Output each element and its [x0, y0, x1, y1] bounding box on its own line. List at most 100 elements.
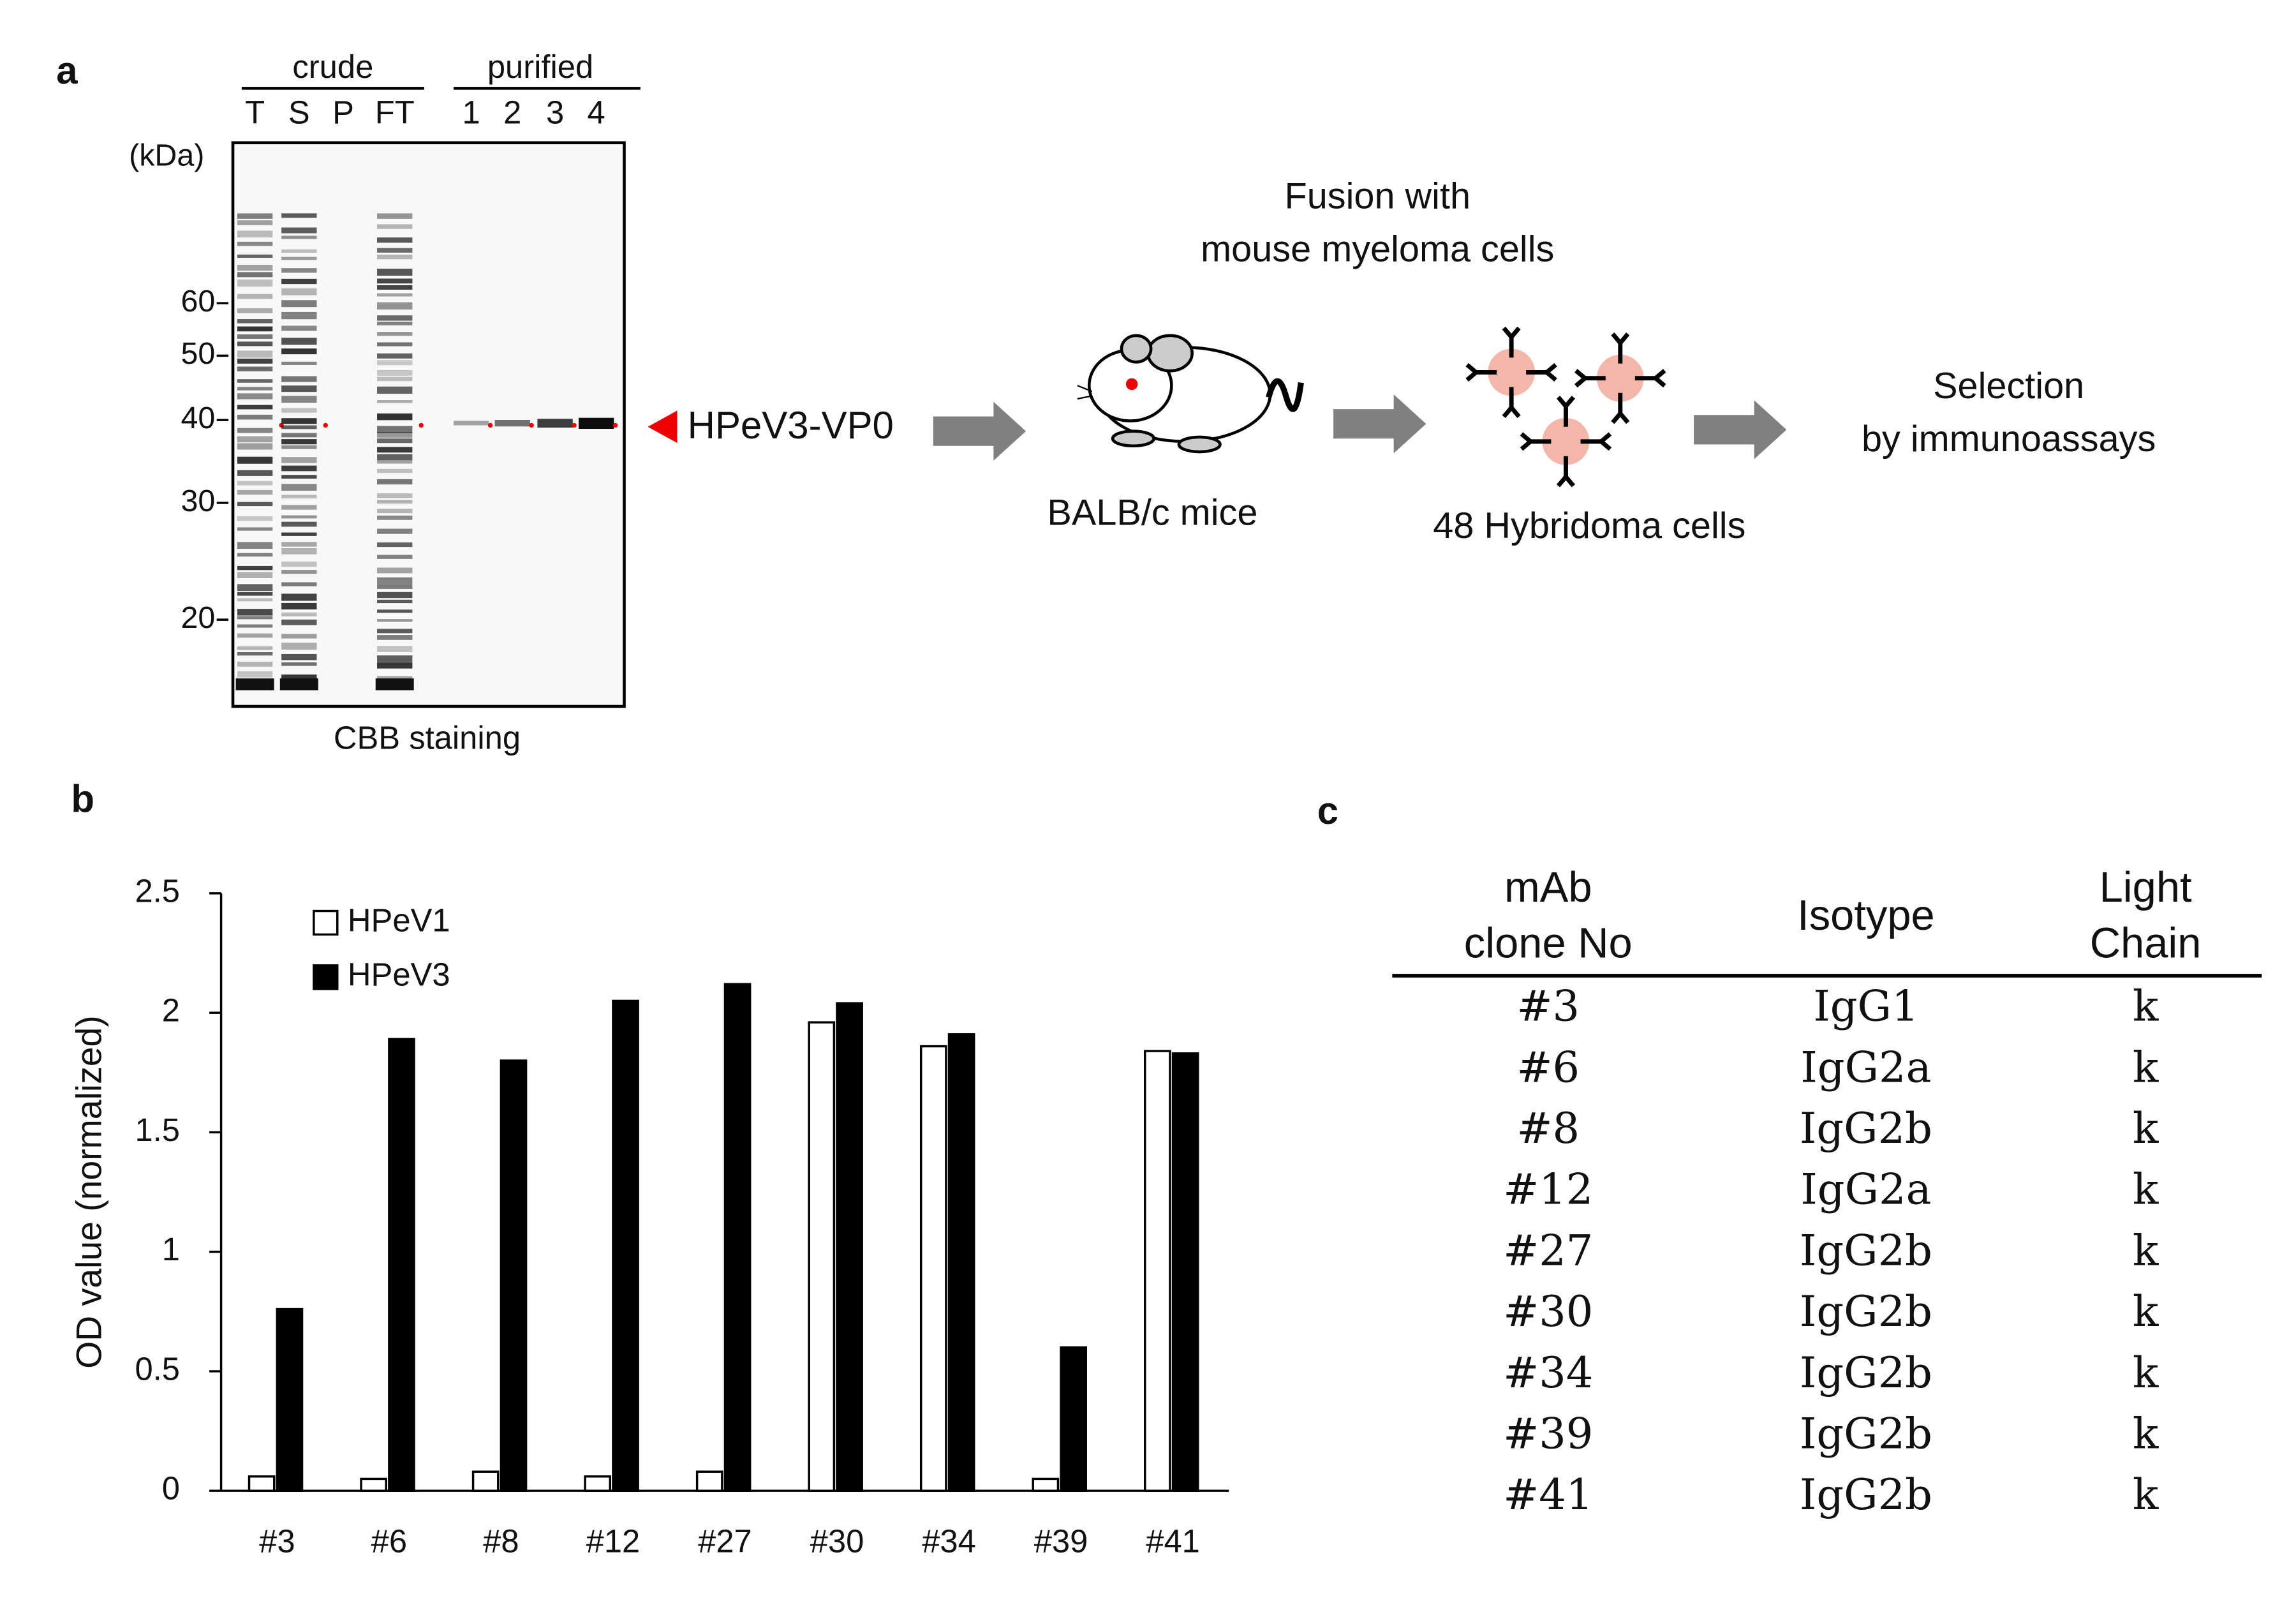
gel-band [237, 319, 273, 324]
gel-band [237, 414, 273, 420]
table-cell: IgG2b [1800, 1470, 1932, 1519]
gel-band [377, 432, 413, 438]
table-cell: IgG2b [1800, 1103, 1932, 1153]
bar [1144, 1050, 1171, 1492]
bar [1060, 1346, 1087, 1492]
gel-band [237, 516, 273, 521]
gel-band [281, 439, 317, 445]
flow-label: Fusion with [1285, 176, 1471, 217]
gel-band [377, 255, 413, 260]
y-tick-label: 1.5 [135, 1112, 180, 1148]
bar [388, 1038, 415, 1492]
gel-band [377, 454, 413, 461]
table-cell: k [2133, 1348, 2159, 1398]
gel-band [377, 360, 413, 366]
gel-band [237, 436, 273, 443]
bar [612, 999, 639, 1492]
antibody [1564, 396, 1575, 408]
gel-band [281, 484, 317, 491]
flow-label: by immunoassays [1862, 419, 2156, 459]
gel-band [237, 405, 273, 410]
gel-band [237, 584, 273, 591]
bar [360, 1477, 387, 1492]
gel-band [237, 646, 273, 650]
gel-band [377, 369, 413, 376]
antibody [1574, 369, 1587, 380]
table-header: mAb [1504, 863, 1592, 911]
gel-band [281, 612, 317, 616]
lane-label: FT [375, 94, 415, 130]
gel-band [377, 353, 413, 359]
gel-band [281, 338, 317, 345]
gel-band [281, 521, 317, 527]
gel-band [377, 592, 413, 599]
legend-label: HPeV3 [348, 957, 450, 993]
gel-band [235, 678, 274, 690]
table-header: clone No [1464, 920, 1633, 967]
gel-band [377, 599, 413, 604]
gel-band [578, 417, 614, 429]
gel-band [281, 385, 317, 392]
table-cell: k [2133, 1103, 2159, 1153]
gel-band [281, 495, 317, 499]
bar [500, 1059, 528, 1492]
bar [808, 1021, 836, 1492]
y-axis-title: OD value (normalized) [69, 1015, 108, 1368]
gel-band [377, 468, 413, 473]
bar [723, 983, 752, 1492]
gel-band [377, 479, 413, 485]
gel-band [281, 408, 317, 413]
gel-band [377, 515, 413, 520]
bar [919, 1045, 947, 1492]
y-tick-label: 0.5 [135, 1350, 180, 1387]
gel-band [281, 396, 317, 403]
gel-band [377, 528, 413, 534]
lane-label: 3 [546, 94, 564, 130]
gel-band [281, 249, 317, 253]
gel-band [377, 278, 413, 284]
gel-band [377, 293, 413, 297]
table-cell: k [2133, 1042, 2159, 1092]
gel-band [237, 334, 273, 339]
gel-band [377, 386, 413, 394]
gel-band [237, 308, 273, 313]
gel-band [237, 609, 273, 616]
bar [836, 1002, 863, 1492]
legend-swatch [313, 909, 339, 936]
panel-label: c [1317, 789, 1338, 832]
gel-band [281, 532, 317, 536]
gel-band [377, 555, 413, 559]
antibody [1618, 332, 1630, 345]
gel-dot [418, 422, 424, 428]
gel-band [377, 332, 413, 336]
legend-swatch [313, 964, 339, 990]
gel-band [377, 542, 413, 548]
gel-band [377, 248, 413, 253]
y-tick-label: 2.5 [135, 872, 180, 909]
gel-band [237, 572, 273, 578]
lane-label: 1 [463, 94, 480, 130]
group-label: purified [487, 48, 593, 85]
bar-chart: 0 0.5 1 1.5 2 2.5 #3 #6 #8 #12 #27 #30 #34 #39 #41 HPeV… [135, 872, 1229, 1560]
table-cell: #30 [1503, 1286, 1593, 1336]
cell [1596, 354, 1644, 402]
antibody [1502, 406, 1513, 419]
gel-band [377, 426, 413, 433]
gel-band [281, 457, 317, 463]
flow-label: BALB/c mice [1047, 492, 1257, 533]
table-cell: IgG2b [1800, 1225, 1932, 1275]
gel-band [377, 322, 413, 325]
flow-arrow [933, 401, 1026, 461]
gel-band [377, 447, 413, 453]
flow-label: 48 Hybridoma cells [1433, 505, 1745, 546]
flow-label: mouse myeloma cells [1201, 229, 1554, 270]
gel-band [281, 235, 317, 239]
antibody [1654, 376, 1666, 388]
gel-band [281, 662, 317, 666]
gel-band [281, 542, 317, 547]
gel-band [237, 387, 273, 391]
bar [471, 1470, 500, 1492]
gel-band [237, 350, 273, 358]
table-header: Isotype [1797, 891, 1935, 939]
gel-band [281, 425, 317, 429]
